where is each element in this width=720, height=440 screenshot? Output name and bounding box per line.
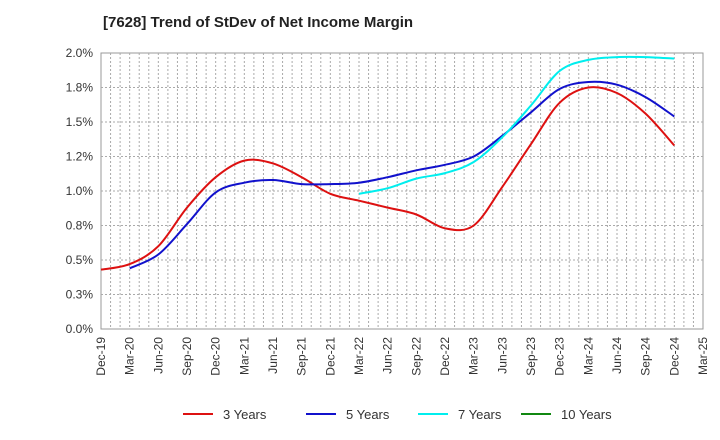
x-tick-label: Dec-21 (323, 337, 337, 376)
x-tick-label: Jun-24 (610, 337, 624, 374)
x-tick-label: Dec-19 (94, 337, 108, 376)
legend-label-10-years: 10 Years (561, 407, 612, 422)
x-tick-label: Dec-23 (553, 337, 567, 376)
x-tick-label: Jun-21 (266, 337, 280, 374)
x-tick-label: Sep-23 (524, 337, 538, 376)
chart-title: [7628] Trend of StDev of Net Income Marg… (103, 14, 414, 31)
series-line-3-years (100, 86, 676, 271)
y-tick-label: 0.8% (66, 219, 94, 233)
x-tick-label: Dec-20 (209, 337, 223, 376)
x-tick-label: Mar-25 (696, 337, 710, 375)
legend-label-7-years: 7 Years (458, 407, 502, 422)
legend-label-5-years: 5 Years (346, 407, 390, 422)
x-tick-label: Jun-23 (495, 337, 509, 374)
y-tick-label: 2.0% (66, 46, 94, 60)
x-tick-label: Mar-20 (123, 337, 137, 375)
x-tick-label: Dec-22 (438, 337, 452, 376)
x-tick-label: Sep-24 (639, 337, 653, 376)
y-tick-label: 0.5% (66, 253, 94, 267)
legend: 3 Years 5 Years 7 Years 10 Years (183, 407, 612, 422)
series-line-5-years (129, 80, 675, 270)
x-tick-label: Sep-20 (180, 337, 194, 376)
y-tick-label: 0.3% (66, 288, 94, 302)
series-lines (100, 55, 676, 271)
x-tick-label: Jun-20 (151, 337, 165, 374)
x-tick-label: Mar-22 (352, 337, 366, 375)
x-tick-label: Mar-24 (581, 337, 595, 375)
y-axis-ticks: 0.0% 0.3% 0.5% 0.8% 1.0% 1.2% 1.5% 1.8% 2.0% (66, 46, 94, 336)
x-axis-ticks: Dec-19 Mar-20 Jun-20 Sep-20 Dec-20 Mar-21 Jun-… (94, 337, 710, 376)
x-tick-label: Dec-24 (667, 337, 681, 376)
y-tick-label: 1.8% (66, 81, 94, 95)
y-tick-label: 1.2% (66, 150, 94, 164)
y-tick-label: 1.5% (66, 115, 94, 129)
x-tick-label: Sep-22 (409, 337, 423, 376)
x-tick-label: Mar-23 (467, 337, 481, 375)
x-tick-label: Mar-21 (237, 337, 251, 375)
x-tick-label: Jun-22 (381, 337, 395, 374)
y-tick-label: 0.0% (66, 322, 94, 336)
x-tick-label: Sep-21 (295, 337, 309, 376)
legend-label-3-years: 3 Years (223, 407, 267, 422)
series-line-7-years (358, 55, 675, 195)
y-tick-label: 1.0% (66, 184, 94, 198)
